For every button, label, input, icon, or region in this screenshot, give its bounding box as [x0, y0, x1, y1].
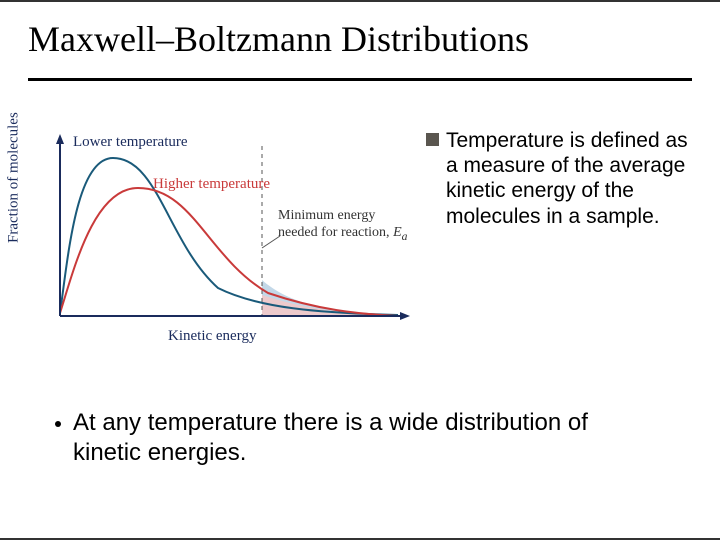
bottom-bullet-row: At any temperature there is a wide distr… [55, 408, 640, 468]
right-text-block: Temperature is defined as a measure of t… [418, 128, 720, 229]
ea-line2: needed for reaction, [278, 225, 393, 240]
page-title: Maxwell–Boltzmann Distributions [0, 0, 720, 60]
ea-symbol: E [393, 225, 402, 240]
round-bullet-icon [55, 421, 61, 427]
y-axis-label: Fraction of molecules [6, 112, 23, 243]
lower-temp-label: Lower temperature [73, 134, 188, 151]
title-underline [28, 78, 692, 81]
y-axis-arrow-icon [56, 134, 64, 144]
square-bullet-icon [426, 133, 439, 146]
x-axis-arrow-icon [400, 312, 410, 320]
mb-distribution-chart: Fraction of molecules Kinetic energy Low… [18, 128, 418, 358]
ea-annotation: Minimum energy needed for reaction, Ea [278, 208, 407, 244]
content-row: Fraction of molecules Kinetic energy Low… [0, 128, 720, 358]
bottom-bullet-text: At any temperature there is a wide distr… [73, 408, 640, 468]
right-bullet-row: Temperature is defined as a measure of t… [426, 128, 690, 229]
ea-subscript: a [402, 230, 408, 243]
x-axis-label: Kinetic energy [168, 328, 256, 345]
slide-border-top [0, 0, 720, 2]
ea-line1: Minimum energy [278, 208, 375, 223]
higher-temp-label: Higher temperature [153, 176, 270, 193]
right-bullet-lead: Temperature is [446, 129, 585, 152]
right-bullet-body: Temperature is defined as a measure of t… [446, 128, 690, 229]
